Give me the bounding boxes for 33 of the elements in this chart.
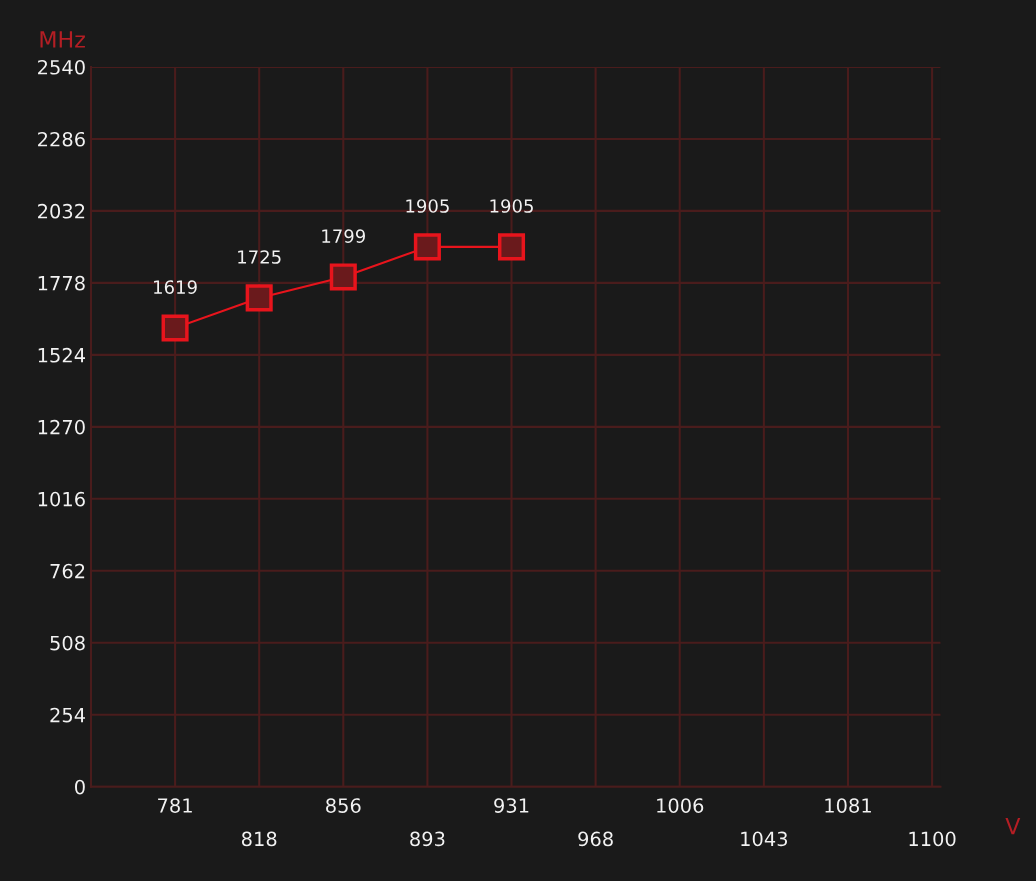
y-tick-label: 254 bbox=[50, 707, 86, 723]
point bbox=[329, 263, 357, 291]
x-tick-label: 1043 bbox=[741, 831, 788, 847]
x-tick-label: 818 bbox=[241, 831, 277, 847]
y-tick-label: 508 bbox=[50, 635, 85, 651]
y-axis-title: MHz bbox=[40, 31, 85, 48]
y-tick-label: 762 bbox=[50, 563, 85, 579]
point bbox=[161, 314, 189, 342]
x-tick-label: 931 bbox=[494, 798, 529, 813]
x-tick-label: 968 bbox=[578, 831, 613, 847]
point bbox=[413, 233, 441, 261]
x-tick-label: 1006 bbox=[657, 798, 704, 813]
x-tick-label: 1100 bbox=[909, 831, 956, 847]
point bbox=[497, 233, 526, 261]
y-tick-label: 0 bbox=[75, 779, 85, 795]
x-axis-title: V bbox=[1005, 818, 1021, 835]
point bbox=[245, 284, 273, 312]
data-label: 1619 bbox=[154, 280, 197, 294]
y-tick-label: 1016 bbox=[38, 491, 85, 507]
y-tick-label: 2032 bbox=[38, 203, 85, 219]
x-tick-label: 893 bbox=[410, 831, 445, 847]
data-label: 1799 bbox=[322, 229, 365, 243]
y-tick-label: 1270 bbox=[38, 419, 85, 435]
y-tick-label: 2286 bbox=[38, 131, 85, 147]
y-tick-label: 1778 bbox=[38, 275, 85, 291]
x-tick-label: 781 bbox=[158, 798, 192, 813]
y-tick-label: 1524 bbox=[38, 347, 86, 363]
data-label: 1905 bbox=[490, 199, 533, 213]
data-label: 1725 bbox=[238, 250, 281, 264]
data-label: 1905 bbox=[406, 199, 449, 213]
x-tick-label: 856 bbox=[326, 798, 361, 813]
y-tick-label: 2540 bbox=[38, 59, 85, 75]
x-tick-label: 1081 bbox=[825, 798, 871, 813]
